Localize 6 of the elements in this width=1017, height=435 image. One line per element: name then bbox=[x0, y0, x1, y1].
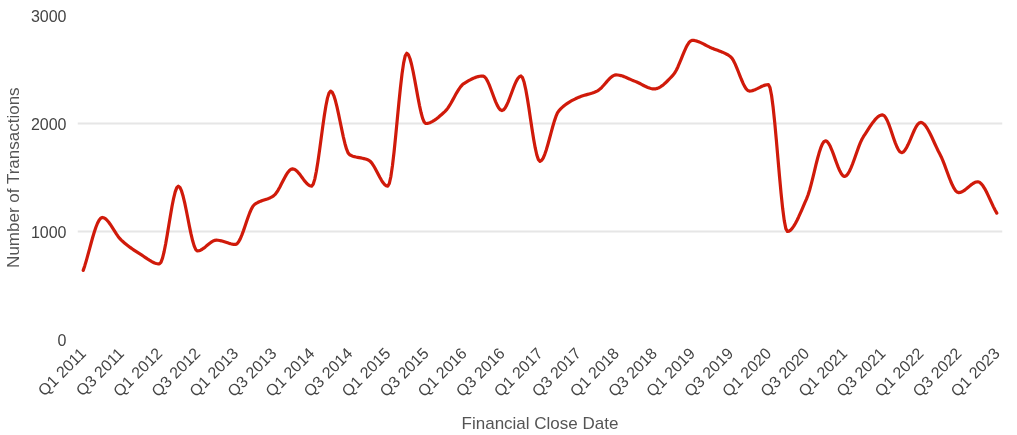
y-tick-label: 2000 bbox=[30, 115, 67, 133]
y-tick-label: 0 bbox=[57, 331, 67, 349]
y-tick-label: 3000 bbox=[30, 7, 67, 25]
x-axis-title: Financial Close Date bbox=[461, 413, 619, 433]
y-axis-title: Number of Transactions bbox=[3, 87, 23, 268]
y-tick-label: 1000 bbox=[30, 223, 67, 241]
